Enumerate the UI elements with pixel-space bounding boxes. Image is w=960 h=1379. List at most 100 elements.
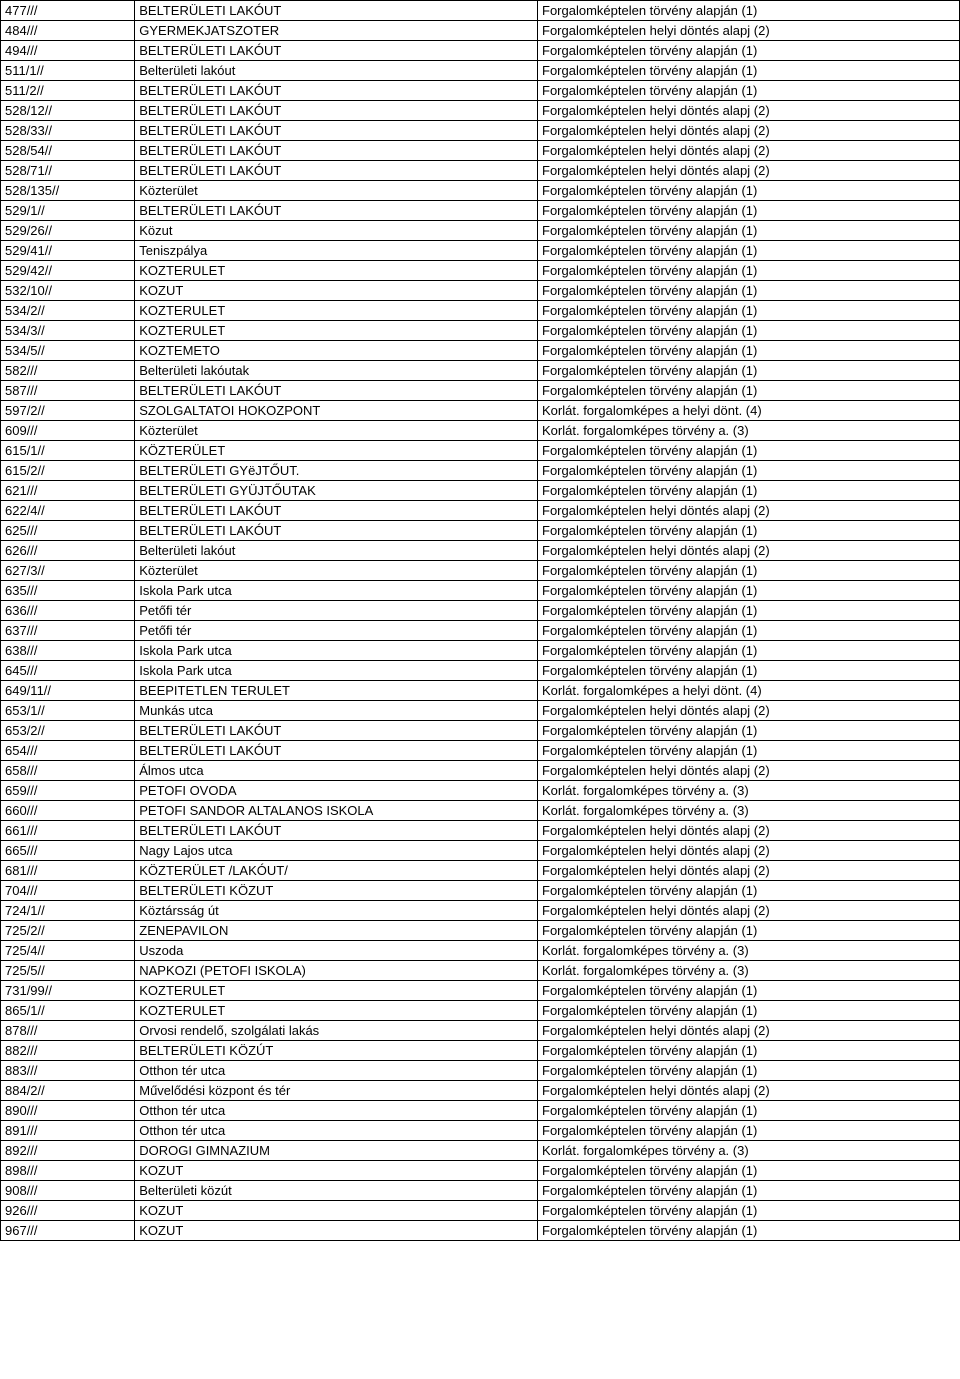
cell-status: Korlát. forgalomképes törvény a. (3) bbox=[538, 781, 960, 801]
cell-description: Iskola Park utca bbox=[135, 581, 538, 601]
table-row: 534/5//KOZTEMETOForgalomképtelen törvény… bbox=[1, 341, 960, 361]
table-row: 534/3//KOZTERULETForgalomképtelen törvén… bbox=[1, 321, 960, 341]
cell-description: Otthon tér utca bbox=[135, 1101, 538, 1121]
cell-status: Forgalomképtelen helyi döntés alapj (2) bbox=[538, 541, 960, 561]
cell-status: Forgalomképtelen törvény alapján (1) bbox=[538, 61, 960, 81]
cell-code: 528/33// bbox=[1, 121, 135, 141]
cell-code: 660/// bbox=[1, 801, 135, 821]
cell-status: Forgalomképtelen helyi döntés alapj (2) bbox=[538, 1081, 960, 1101]
cell-code: 597/2// bbox=[1, 401, 135, 421]
cell-description: KOZUT bbox=[135, 1201, 538, 1221]
table-row: 659///PETOFI OVODAKorlát. forgalomképes … bbox=[1, 781, 960, 801]
cell-description: Orvosi rendelő, szolgálati lakás bbox=[135, 1021, 538, 1041]
cell-status: Forgalomképtelen helyi döntés alapj (2) bbox=[538, 1021, 960, 1041]
cell-description: Petőfi tér bbox=[135, 621, 538, 641]
table-row: 882///BELTERÜLETI KÖZÚTForgalomképtelen … bbox=[1, 1041, 960, 1061]
cell-code: 898/// bbox=[1, 1161, 135, 1181]
cell-description: Otthon tér utca bbox=[135, 1061, 538, 1081]
cell-description: Belterületi lakóutak bbox=[135, 361, 538, 381]
cell-code: 926/// bbox=[1, 1201, 135, 1221]
cell-code: 653/1// bbox=[1, 701, 135, 721]
table-row: 529/1//BELTERÜLETI LAKÓUTForgalomképtele… bbox=[1, 201, 960, 221]
cell-description: BELTERÜLETI LAKÓUT bbox=[135, 81, 538, 101]
table-row: 627/3//KözterületForgalomképtelen törvén… bbox=[1, 561, 960, 581]
cell-description: BELTERÜLETI LAKÓUT bbox=[135, 381, 538, 401]
table-row: 878///Orvosi rendelő, szolgálati lakásFo… bbox=[1, 1021, 960, 1041]
cell-code: 627/3// bbox=[1, 561, 135, 581]
cell-status: Forgalomképtelen törvény alapján (1) bbox=[538, 981, 960, 1001]
cell-status: Forgalomképtelen helyi döntés alapj (2) bbox=[538, 761, 960, 781]
table-row: 967///KOZUTForgalomképtelen törvény alap… bbox=[1, 1221, 960, 1241]
cell-code: 626/// bbox=[1, 541, 135, 561]
cell-status: Forgalomképtelen helyi döntés alapj (2) bbox=[538, 101, 960, 121]
cell-code: 534/5// bbox=[1, 341, 135, 361]
table-row: 622/4//BELTERÜLETI LAKÓUTForgalomképtele… bbox=[1, 501, 960, 521]
cell-code: 532/10// bbox=[1, 281, 135, 301]
table-row: 892///DOROGI GIMNAZIUMKorlát. forgalomké… bbox=[1, 1141, 960, 1161]
cell-description: BELTERÜLETI LAKÓUT bbox=[135, 501, 538, 521]
cell-code: 638/// bbox=[1, 641, 135, 661]
cell-description: BELTERÜLETI LAKÓUT bbox=[135, 41, 538, 61]
cell-status: Forgalomképtelen törvény alapján (1) bbox=[538, 221, 960, 241]
cell-description: KOZUT bbox=[135, 1221, 538, 1241]
cell-description: Belterületi közút bbox=[135, 1181, 538, 1201]
cell-status: Forgalomképtelen törvény alapján (1) bbox=[538, 1161, 960, 1181]
cell-status: Forgalomképtelen törvény alapján (1) bbox=[538, 1221, 960, 1241]
cell-code: 528/54// bbox=[1, 141, 135, 161]
cell-description: BELTERÜLETI KÖZUT bbox=[135, 881, 538, 901]
cell-status: Forgalomképtelen törvény alapján (1) bbox=[538, 361, 960, 381]
cell-code: 731/99// bbox=[1, 981, 135, 1001]
cell-status: Forgalomképtelen törvény alapján (1) bbox=[538, 1001, 960, 1021]
cell-status: Forgalomképtelen törvény alapján (1) bbox=[538, 441, 960, 461]
cell-status: Forgalomképtelen törvény alapján (1) bbox=[538, 741, 960, 761]
cell-code: 724/1// bbox=[1, 901, 135, 921]
cell-description: KOZUT bbox=[135, 1161, 538, 1181]
table-row: 528/33//BELTERÜLETI LAKÓUTForgalomképtel… bbox=[1, 121, 960, 141]
cell-status: Forgalomképtelen helyi döntés alapj (2) bbox=[538, 21, 960, 41]
cell-description: DOROGI GIMNAZIUM bbox=[135, 1141, 538, 1161]
cell-status: Forgalomképtelen törvény alapján (1) bbox=[538, 1041, 960, 1061]
table-row: 528/54//BELTERÜLETI LAKÓUTForgalomképtel… bbox=[1, 141, 960, 161]
cell-code: 484/// bbox=[1, 21, 135, 41]
table-row: 653/2//BELTERÜLETI LAKÓUTForgalomképtele… bbox=[1, 721, 960, 741]
cell-status: Forgalomképtelen törvény alapján (1) bbox=[538, 1181, 960, 1201]
cell-status: Korlát. forgalomképes a helyi dönt. (4) bbox=[538, 681, 960, 701]
cell-description: BELTERÜLETI LAKÓUT bbox=[135, 1, 538, 21]
cell-code: 891/// bbox=[1, 1121, 135, 1141]
cell-description: KOZTERULET bbox=[135, 261, 538, 281]
table-row: 649/11//BEEPITETLEN TERULETKorlát. forga… bbox=[1, 681, 960, 701]
cell-status: Forgalomképtelen törvény alapján (1) bbox=[538, 381, 960, 401]
cell-code: 890/// bbox=[1, 1101, 135, 1121]
cell-status: Forgalomképtelen törvény alapján (1) bbox=[538, 881, 960, 901]
cell-status: Forgalomképtelen törvény alapján (1) bbox=[538, 1201, 960, 1221]
cell-status: Forgalomképtelen törvény alapján (1) bbox=[538, 521, 960, 541]
cell-status: Korlát. forgalomképes törvény a. (3) bbox=[538, 941, 960, 961]
cell-code: 654/// bbox=[1, 741, 135, 761]
cell-description: KOZUT bbox=[135, 281, 538, 301]
table-row: 484///GYERMEKJATSZOTERForgalomképtelen h… bbox=[1, 21, 960, 41]
cell-status: Korlát. forgalomképes a helyi dönt. (4) bbox=[538, 401, 960, 421]
cell-code: 882/// bbox=[1, 1041, 135, 1061]
cell-description: BELTERÜLETI GYÜJTŐUTAK bbox=[135, 481, 538, 501]
cell-code: 865/1// bbox=[1, 1001, 135, 1021]
cell-code: 681/// bbox=[1, 861, 135, 881]
cell-description: GYERMEKJATSZOTER bbox=[135, 21, 538, 41]
cell-status: Forgalomképtelen törvény alapján (1) bbox=[538, 201, 960, 221]
cell-code: 725/5// bbox=[1, 961, 135, 981]
cell-code: 529/41// bbox=[1, 241, 135, 261]
table-row: 658///Álmos utcaForgalomképtelen helyi d… bbox=[1, 761, 960, 781]
cell-code: 665/// bbox=[1, 841, 135, 861]
cell-description: Közterület bbox=[135, 421, 538, 441]
cell-status: Forgalomképtelen törvény alapján (1) bbox=[538, 81, 960, 101]
cell-status: Forgalomképtelen törvény alapján (1) bbox=[538, 41, 960, 61]
table-row: 587///BELTERÜLETI LAKÓUTForgalomképtelen… bbox=[1, 381, 960, 401]
cell-code: 615/1// bbox=[1, 441, 135, 461]
table-row: 494///BELTERÜLETI LAKÓUTForgalomképtelen… bbox=[1, 41, 960, 61]
table-row: 865/1//KOZTERULETForgalomképtelen törvén… bbox=[1, 1001, 960, 1021]
table-row: 534/2//KOZTERULETForgalomképtelen törvén… bbox=[1, 301, 960, 321]
cell-status: Forgalomképtelen törvény alapján (1) bbox=[538, 641, 960, 661]
table-row: 528/135//KözterületForgalomképtelen törv… bbox=[1, 181, 960, 201]
cell-code: 528/71// bbox=[1, 161, 135, 181]
cell-status: Forgalomképtelen helyi döntés alapj (2) bbox=[538, 901, 960, 921]
table-row: 532/10//KOZUTForgalomképtelen törvény al… bbox=[1, 281, 960, 301]
